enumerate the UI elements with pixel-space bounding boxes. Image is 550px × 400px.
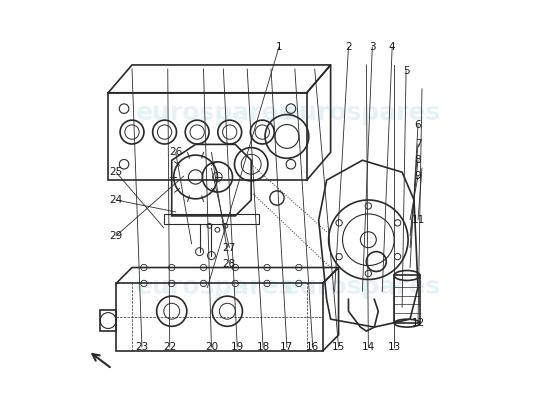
Text: 24: 24 <box>109 195 123 205</box>
Text: eurospares: eurospares <box>283 275 442 299</box>
Text: 20: 20 <box>205 342 218 352</box>
Text: 2: 2 <box>345 42 352 52</box>
Text: 19: 19 <box>230 342 244 352</box>
Text: 6: 6 <box>415 120 421 130</box>
Text: 11: 11 <box>411 215 425 225</box>
Text: 12: 12 <box>411 318 425 328</box>
Text: 17: 17 <box>280 342 294 352</box>
Bar <box>394 276 420 323</box>
Text: 5: 5 <box>403 66 409 76</box>
Text: 28: 28 <box>223 258 236 268</box>
Text: 22: 22 <box>163 342 177 352</box>
Text: 29: 29 <box>109 231 123 241</box>
Text: 27: 27 <box>223 243 236 253</box>
Text: eurospares: eurospares <box>283 101 442 125</box>
Bar <box>100 310 116 331</box>
Text: eurospares: eurospares <box>136 101 295 125</box>
Bar <box>108 93 307 180</box>
Text: 13: 13 <box>388 342 401 352</box>
Text: 18: 18 <box>256 342 270 352</box>
Text: 3: 3 <box>369 42 376 52</box>
Text: 26: 26 <box>169 147 182 157</box>
Text: eurospares: eurospares <box>136 275 295 299</box>
Text: 4: 4 <box>389 42 395 52</box>
Bar <box>116 284 323 351</box>
Text: 9: 9 <box>415 171 421 181</box>
Text: 8: 8 <box>415 155 421 165</box>
Text: 7: 7 <box>415 139 421 149</box>
Text: 14: 14 <box>362 342 375 352</box>
Text: 16: 16 <box>306 342 320 352</box>
Text: 23: 23 <box>135 342 149 352</box>
Text: 15: 15 <box>332 342 345 352</box>
Bar <box>164 214 259 224</box>
Text: 25: 25 <box>109 167 123 177</box>
Text: 1: 1 <box>276 42 282 52</box>
